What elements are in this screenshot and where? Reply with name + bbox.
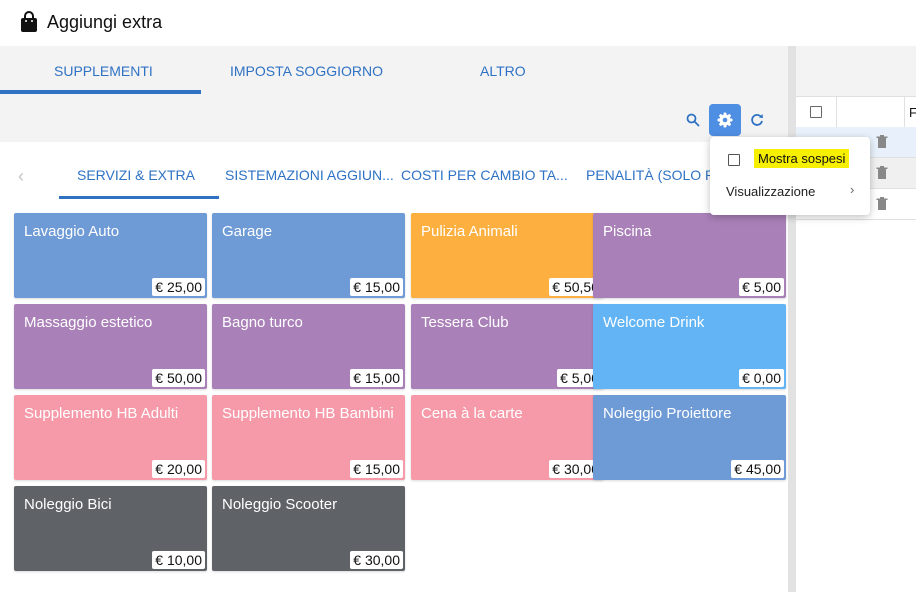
extra-tile-price: € 50,00 [152, 369, 205, 387]
extra-tile-price: € 15,00 [350, 460, 403, 478]
extra-tile-price: € 15,00 [350, 278, 403, 296]
right-panel-toolbar [796, 46, 916, 96]
extra-tile-price: € 25,00 [152, 278, 205, 296]
active-tab-indicator [0, 90, 201, 94]
extra-tile-price: € 20,00 [152, 460, 205, 478]
gear-icon [717, 112, 733, 128]
subtab-sistemazioni[interactable]: SISTEMAZIONI AGGIUN... [225, 167, 394, 183]
extra-tile-name: Supplemento HB Bambini [222, 405, 394, 422]
trash-icon[interactable] [876, 197, 888, 211]
extra-tile-name: Garage [222, 223, 273, 240]
extra-tile-name: Welcome Drink [603, 314, 705, 331]
extra-tile-name: Bagno turco [222, 314, 303, 331]
show-suspended-checkbox[interactable] [728, 154, 740, 166]
refresh-button[interactable] [741, 104, 773, 136]
shopping-bag-icon [21, 11, 37, 32]
chevron-left-icon[interactable]: ‹ [18, 166, 24, 186]
top-tab-bar: SUPPLEMENTI IMPOSTA SOGGIORNO ALTRO [0, 46, 788, 142]
column-header: F [909, 105, 916, 120]
extra-tile-price: € 30,00 [350, 551, 403, 569]
window-title: Aggiungi extra [47, 12, 163, 32]
extra-tile-price: € 10,00 [152, 551, 205, 569]
extras-panel: SUPPLEMENTI IMPOSTA SOGGIORNO ALTRO [0, 46, 788, 592]
extra-tile[interactable]: Tessera Club € 5,00 [411, 304, 604, 389]
extra-tile-name: Tessera Club [421, 314, 509, 331]
extra-tile[interactable]: Noleggio Proiettore € 45,00 [593, 395, 786, 480]
extra-tile[interactable]: Piscina € 5,00 [593, 213, 786, 298]
settings-menu: Mostra sospesi Visualizzazione › [710, 137, 870, 215]
extra-tile[interactable]: Bagno turco € 15,00 [212, 304, 405, 389]
search-button[interactable] [677, 104, 709, 136]
tab-altro[interactable]: ALTRO [480, 63, 526, 79]
search-icon [686, 113, 700, 127]
active-subtab-indicator [59, 196, 219, 199]
extra-tile[interactable]: Noleggio Scooter € 30,00 [212, 486, 405, 571]
extra-tile-name: Noleggio Bici [24, 496, 112, 513]
show-suspended-label[interactable]: Mostra sospesi [754, 149, 850, 168]
sub-tab-bar: ‹ SERVIZI & EXTRA SISTEMAZIONI AGGIUN...… [0, 156, 788, 200]
refresh-icon [751, 114, 763, 126]
select-all-checkbox[interactable] [810, 106, 822, 118]
tab-imposta-soggiorno[interactable]: IMPOSTA SOGGIORNO [230, 63, 383, 79]
subtab-penalita[interactable]: PENALITÀ (SOLO P [586, 167, 715, 183]
panel-divider[interactable] [788, 46, 796, 592]
table-header: F [796, 96, 916, 128]
column-divider [904, 97, 905, 127]
extra-tile-price: € 0,00 [739, 369, 784, 387]
subtab-servizi-extra[interactable]: SERVIZI & EXTRA [77, 167, 195, 183]
extra-tile-price: € 15,00 [350, 369, 403, 387]
extra-tile-price: € 50,50 [549, 278, 602, 296]
extra-tile-name: Supplemento HB Adulti [24, 405, 179, 422]
view-menu-item[interactable]: Visualizzazione [726, 184, 816, 199]
extra-tile-name: Cena à la carte [421, 405, 523, 422]
trash-icon[interactable] [876, 135, 888, 149]
extra-tile-name: Massaggio estetico [24, 314, 153, 331]
extra-tile-name: Noleggio Scooter [222, 496, 338, 513]
extra-tile[interactable]: Massaggio estetico € 50,00 [14, 304, 207, 389]
tab-supplementi[interactable]: SUPPLEMENTI [54, 63, 153, 79]
settings-button[interactable] [709, 104, 741, 136]
chevron-right-icon: › [850, 182, 855, 197]
title-bar: Aggiungi extra [0, 0, 916, 46]
extra-tile-price: € 45,00 [731, 460, 784, 478]
extra-tile-name: Noleggio Proiettore [603, 405, 732, 422]
extra-tile[interactable]: Cena à la carte € 30,00 [411, 395, 604, 480]
extra-tile[interactable]: Supplemento HB Bambini € 15,00 [212, 395, 405, 480]
extra-tile[interactable]: Supplemento HB Adulti € 20,00 [14, 395, 207, 480]
column-divider [836, 97, 837, 127]
trash-icon[interactable] [876, 166, 888, 180]
extra-tile[interactable]: Lavaggio Auto € 25,00 [14, 213, 207, 298]
extra-tile-price: € 5,00 [557, 369, 602, 387]
selected-extras-panel: F [796, 46, 916, 592]
subtab-costi-cambio[interactable]: COSTI PER CAMBIO TA... [401, 167, 568, 183]
extra-tile-name: Lavaggio Auto [24, 223, 120, 240]
extra-tile[interactable]: Garage € 15,00 [212, 213, 405, 298]
extra-tile-name: Pulizia Animali [421, 223, 518, 240]
extra-tile-price: € 30,00 [549, 460, 602, 478]
extra-tile-price: € 5,00 [739, 278, 784, 296]
extra-tile[interactable]: Welcome Drink € 0,00 [593, 304, 786, 389]
extra-tile-name: Piscina [603, 223, 652, 240]
extra-tile[interactable]: Noleggio Bici € 10,00 [14, 486, 207, 571]
extra-tile[interactable]: Pulizia Animali € 50,50 [411, 213, 604, 298]
table-row[interactable] [796, 189, 916, 220]
